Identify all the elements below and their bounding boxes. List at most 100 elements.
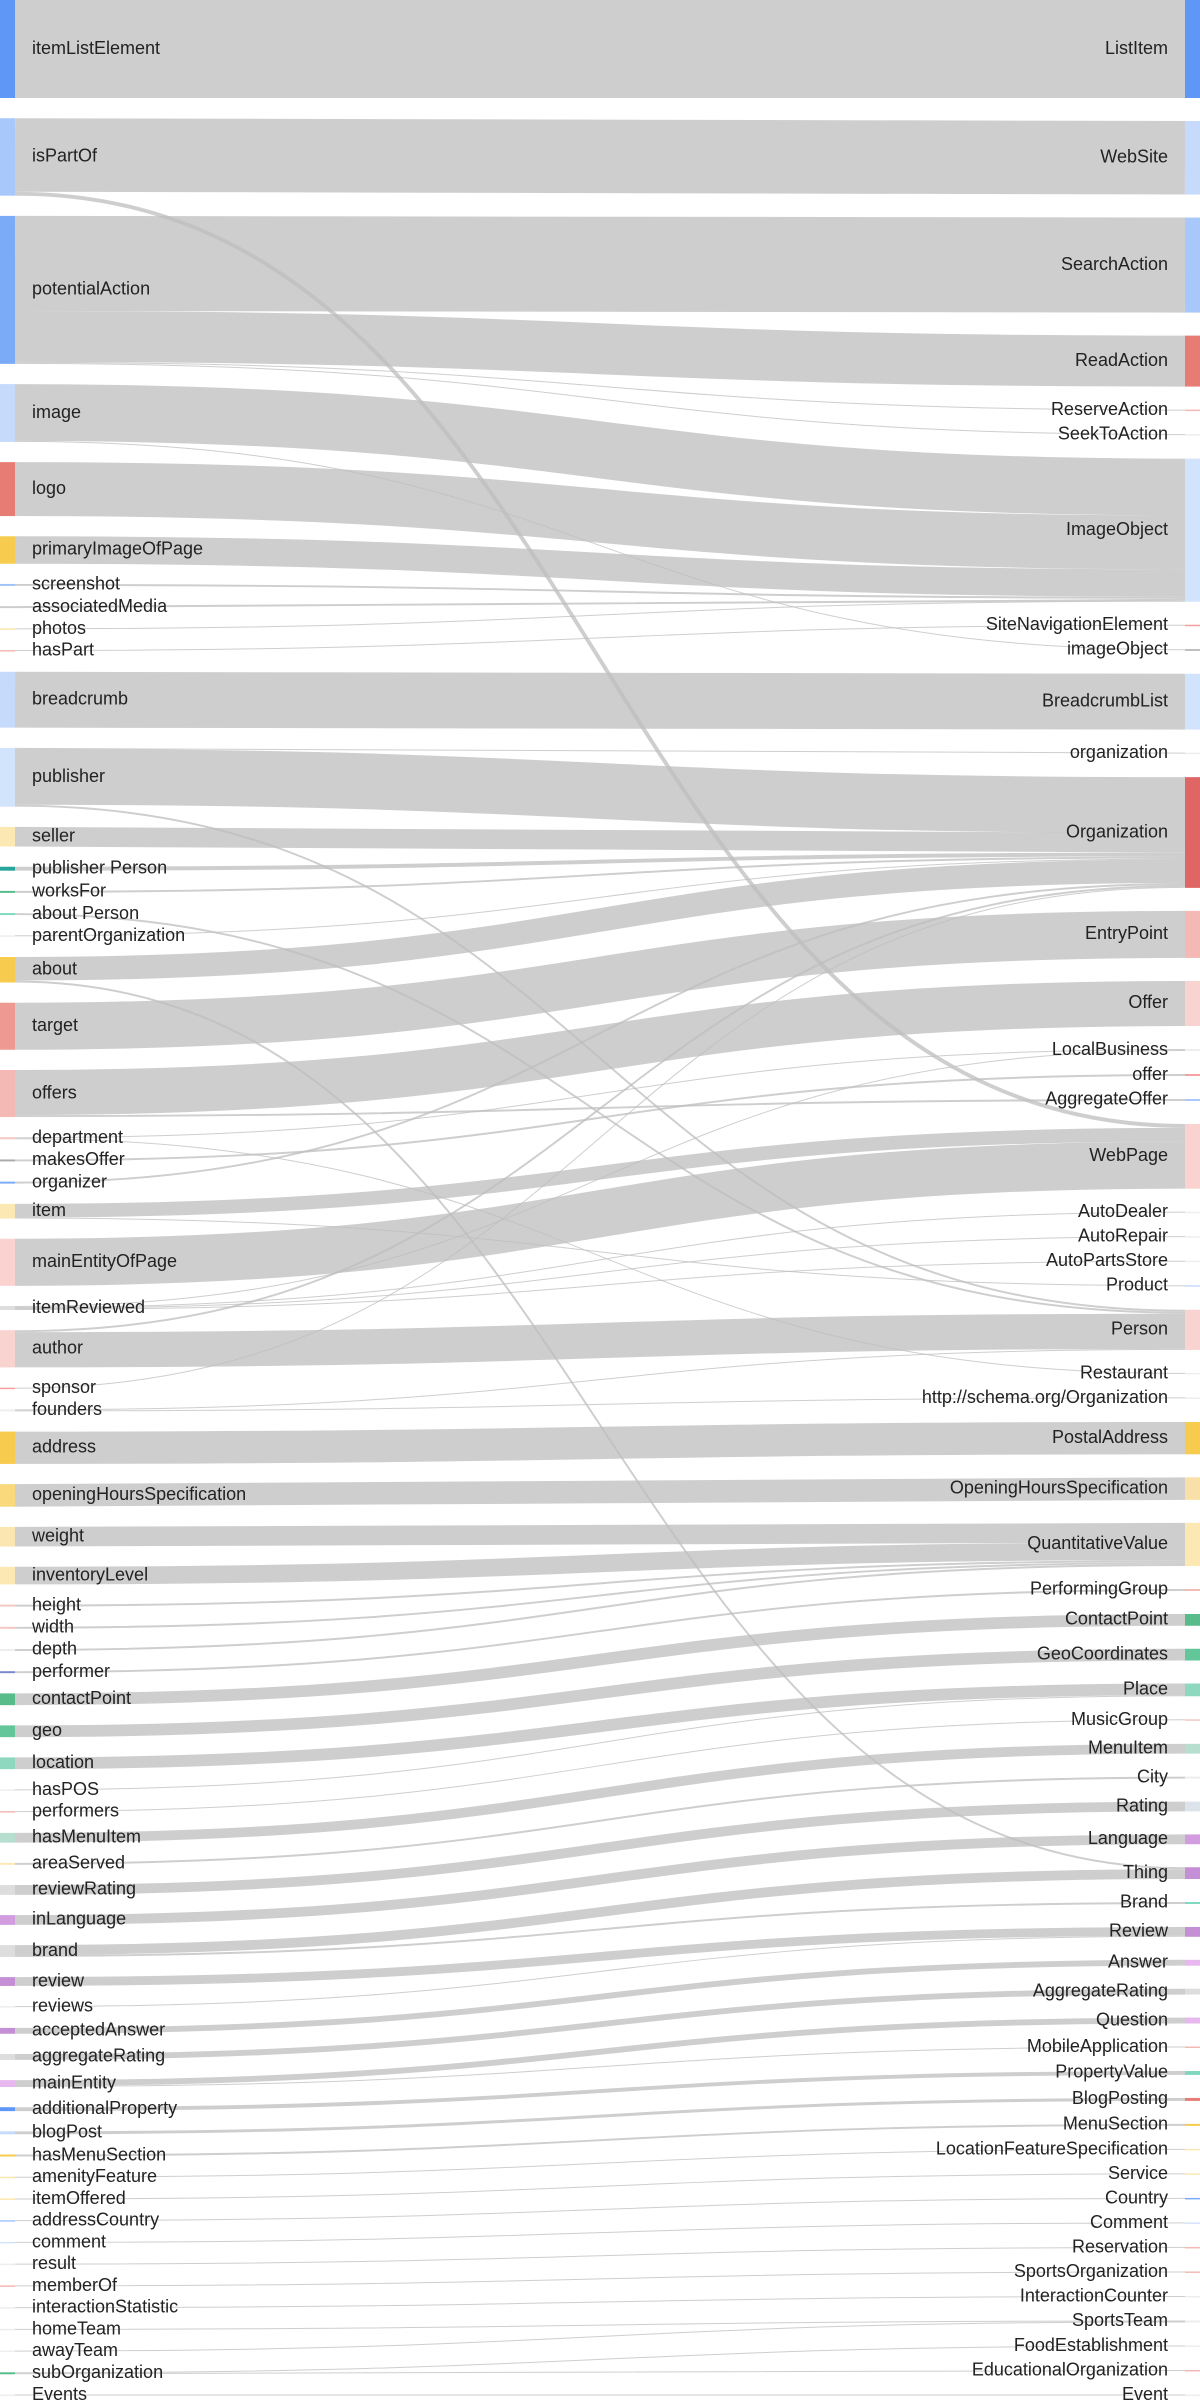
left-node-publisher-Person[interactable] (0, 866, 15, 871)
right-node-Person[interactable] (1185, 1309, 1200, 1350)
right-node-LocationFeatureSpecification[interactable] (1185, 2148, 1200, 2151)
link-awayTeam-to-SportsTeam[interactable] (14, 2321, 1186, 2352)
link-itemOffered-to-Service[interactable] (14, 2173, 1186, 2200)
link-location-to-Place[interactable] (14, 1683, 1186, 1770)
left-node-organizer[interactable] (0, 1181, 15, 1184)
link-worksFor-to-Organization[interactable] (14, 856, 1186, 893)
left-node-interactionStatistic[interactable] (0, 2307, 15, 2309)
left-node-isPartOf[interactable] (0, 118, 15, 196)
left-node-author[interactable] (0, 1330, 15, 1368)
right-node-PropertyValue[interactable] (1185, 2071, 1200, 2075)
left-node-comment[interactable] (0, 2241, 15, 2244)
link-geo-to-GeoCoordinates[interactable] (14, 1648, 1186, 1738)
right-node-BlogPosting[interactable] (1185, 2097, 1200, 2101)
left-node-height[interactable] (0, 1604, 15, 1607)
left-node-subOrganization[interactable] (0, 2372, 15, 2375)
right-node-AutoDealer[interactable] (1185, 1211, 1200, 1214)
right-node-imageObject[interactable] (1185, 649, 1200, 651)
right-node-Restaurant[interactable] (1185, 1372, 1200, 1375)
link-weight-to-QuantitativeValue[interactable] (14, 1522, 1186, 1547)
link-openingHoursSpecification-to-OpeningHoursSpecification[interactable] (14, 1477, 1186, 1507)
link-areaServed-to-City[interactable] (14, 1776, 1186, 1865)
left-node-photos[interactable] (0, 628, 15, 630)
link-associatedMedia-to-ImageObject[interactable] (14, 598, 1186, 609)
left-node-logo[interactable] (0, 462, 15, 517)
right-node-Rating[interactable] (1185, 1801, 1200, 1812)
right-node-InteractionCounter[interactable] (1185, 2295, 1200, 2298)
link-publisher-Person-to-Organization[interactable] (14, 852, 1186, 871)
left-node-memberOf[interactable] (0, 2285, 15, 2287)
link-addressCountry-to-Country[interactable] (14, 2197, 1186, 2222)
right-node-AutoRepair[interactable] (1185, 1236, 1200, 1238)
right-node-City[interactable] (1185, 1776, 1200, 1779)
link-item-to-Product[interactable] (14, 1217, 1186, 1287)
left-node-awayTeam[interactable] (0, 2350, 15, 2353)
link-image-to-ImageObject[interactable] (14, 384, 1186, 516)
right-node-Comment[interactable] (1185, 2222, 1200, 2224)
right-node-ContactPoint[interactable] (1185, 1613, 1200, 1626)
right-node-PerformingGroup[interactable] (1185, 1589, 1200, 1591)
link-subOrganization-to-EducationalOrganization[interactable] (14, 2369, 1186, 2375)
left-node-contactPoint[interactable] (0, 1693, 15, 1706)
right-node-EducationalOrganization[interactable] (1185, 2369, 1200, 2372)
link-address-to-PostalAddress[interactable] (14, 1421, 1186, 1464)
link-inventoryLevel-to-QuantitativeValue[interactable] (14, 1542, 1186, 1585)
right-node-SiteNavigationElement[interactable] (1185, 624, 1200, 627)
left-node-amenityFeature[interactable] (0, 2176, 15, 2179)
right-node-QuantitativeValue[interactable] (1185, 1522, 1200, 1566)
link-mainEntity-to-Question[interactable] (14, 2017, 1186, 2086)
link-performers-to-MusicGroup[interactable] (14, 1719, 1186, 1813)
link-image-to-imageObject[interactable] (14, 440, 1186, 651)
left-node-worksFor[interactable] (0, 890, 15, 893)
left-node-about-Person[interactable] (0, 913, 15, 916)
right-node-SportsOrganization[interactable] (1185, 2271, 1200, 2273)
right-node-OpeningHoursSpecification[interactable] (1185, 1477, 1200, 1500)
right-node-PostalAddress[interactable] (1185, 1421, 1200, 1455)
left-node-mainEntity[interactable] (0, 2080, 15, 2087)
right-node-SportsTeam[interactable] (1185, 2320, 1200, 2323)
link-height-to-QuantitativeValue[interactable] (14, 1560, 1186, 1607)
left-node-offers[interactable] (0, 1069, 15, 1118)
link-inLanguage-to-Language[interactable] (14, 1834, 1186, 1925)
left-node-result[interactable] (0, 2263, 15, 2266)
right-node-Event[interactable] (1185, 2394, 1200, 2397)
right-node-FoodEstablishment[interactable] (1185, 2345, 1200, 2347)
link-potentialAction-to-ReserveAction[interactable] (14, 361, 1186, 411)
left-node-sponsor[interactable] (0, 1387, 15, 1390)
link-breadcrumb-to-BreadcrumbList[interactable] (14, 671, 1186, 730)
left-node-department[interactable] (0, 1137, 15, 1140)
right-node-MenuItem[interactable] (1185, 1743, 1200, 1754)
right-node-Reservation[interactable] (1185, 2246, 1200, 2249)
left-node-potentialAction[interactable] (0, 215, 15, 364)
left-node-itemReviewed[interactable] (0, 1306, 15, 1310)
left-node-location[interactable] (0, 1757, 15, 1770)
link-mainEntity-to-MobileApplication[interactable] (14, 2046, 1186, 2087)
left-node-aggregateRating[interactable] (0, 2054, 15, 2060)
link-blogPost-to-BlogPosting[interactable] (14, 2097, 1186, 2135)
left-node-itemListElement[interactable] (0, 0, 15, 98)
right-node-Organization[interactable] (1185, 777, 1200, 888)
left-node-geo[interactable] (0, 1725, 15, 1738)
left-node-performers[interactable] (0, 1811, 15, 1813)
link-isPartOf-to-WebSite[interactable] (14, 118, 1186, 195)
left-node-homeTeam[interactable] (0, 2328, 15, 2331)
left-node-hasMenuSection[interactable] (0, 2154, 15, 2157)
link-about-to-Organization[interactable] (14, 859, 1186, 981)
right-node-Brand[interactable] (1185, 1902, 1200, 1904)
right-node-Thing[interactable] (1185, 1867, 1200, 1879)
link-comment-to-Comment[interactable] (14, 2222, 1186, 2243)
link-offers-to-Offer[interactable] (14, 980, 1186, 1116)
left-node-primaryImageOfPage[interactable] (0, 536, 15, 564)
right-node-SearchAction[interactable] (1185, 217, 1200, 313)
right-node-MusicGroup[interactable] (1185, 1719, 1200, 1721)
link-publisher-to-Organization[interactable] (14, 748, 1186, 833)
link-aggregateRating-to-AggregateRating[interactable] (14, 1988, 1186, 2060)
link-hasMenuSection-to-MenuSection[interactable] (14, 2123, 1186, 2157)
left-node-makesOffer[interactable] (0, 1159, 15, 1162)
link-performer-to-PerformingGroup[interactable] (14, 1589, 1186, 1674)
right-node-GeoCoordinates[interactable] (1185, 1648, 1200, 1661)
link-department-to-LocalBusiness[interactable] (14, 1049, 1186, 1139)
right-node-ReserveAction[interactable] (1185, 409, 1200, 412)
link-photos-to-ImageObject[interactable] (14, 600, 1186, 630)
link-author-to-Person[interactable] (14, 1313, 1186, 1368)
